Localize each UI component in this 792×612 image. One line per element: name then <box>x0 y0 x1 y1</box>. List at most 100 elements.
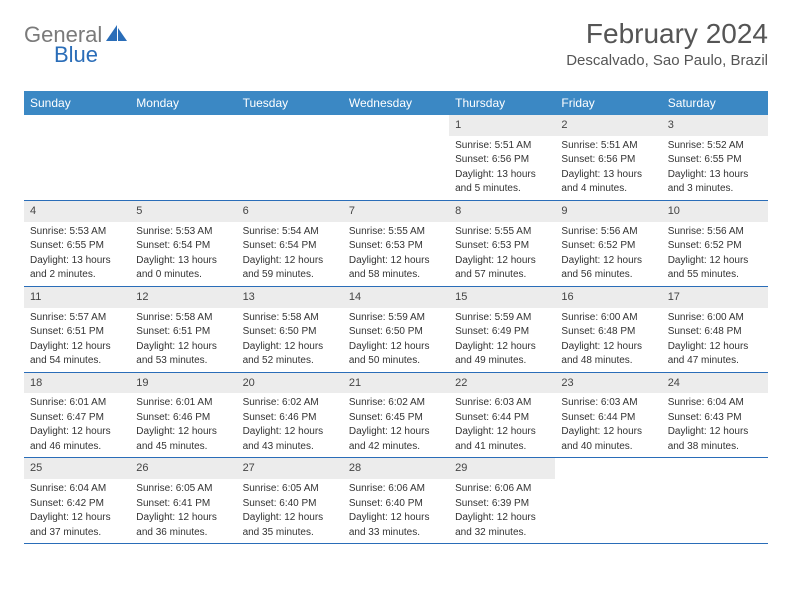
day-content: Sunrise: 6:00 AMSunset: 6:48 PMDaylight:… <box>555 308 661 372</box>
calendar-cell: 4Sunrise: 5:53 AMSunset: 6:55 PMDaylight… <box>24 200 130 286</box>
day-line-day2: and 2 minutes. <box>30 268 124 282</box>
bottom-rule <box>24 543 768 544</box>
day-line-sunset: Sunset: 6:41 PM <box>136 497 230 511</box>
title-block: February 2024 Descalvado, Sao Paulo, Bra… <box>566 18 768 69</box>
calendar-cell: 2Sunrise: 5:51 AMSunset: 6:56 PMDaylight… <box>555 115 661 200</box>
day-line-day2: and 35 minutes. <box>243 526 337 540</box>
day-line-sunset: Sunset: 6:48 PM <box>561 325 655 339</box>
day-line-sunrise: Sunrise: 6:05 AM <box>136 482 230 496</box>
calendar-cell: 14Sunrise: 5:59 AMSunset: 6:50 PMDayligh… <box>343 286 449 372</box>
day-line-day1: Daylight: 12 hours <box>668 425 762 439</box>
day-line-day1: Daylight: 12 hours <box>30 511 124 525</box>
day-number: 17 <box>662 287 768 308</box>
calendar-cell: 15Sunrise: 5:59 AMSunset: 6:49 PMDayligh… <box>449 286 555 372</box>
logo-text-blue: Blue <box>54 42 98 67</box>
day-line-sunrise: Sunrise: 6:01 AM <box>30 396 124 410</box>
day-line-day2: and 41 minutes. <box>455 440 549 454</box>
day-number: 20 <box>237 373 343 394</box>
day-number: 7 <box>343 201 449 222</box>
calendar-row: 18Sunrise: 6:01 AMSunset: 6:47 PMDayligh… <box>24 372 768 458</box>
day-content: Sunrise: 6:02 AMSunset: 6:45 PMDaylight:… <box>343 393 449 457</box>
day-line-sunset: Sunset: 6:45 PM <box>349 411 443 425</box>
calendar-cell: 8Sunrise: 5:55 AMSunset: 6:53 PMDaylight… <box>449 200 555 286</box>
day-number: 15 <box>449 287 555 308</box>
day-line-sunrise: Sunrise: 6:02 AM <box>349 396 443 410</box>
day-line-day1: Daylight: 12 hours <box>136 340 230 354</box>
calendar-cell: 25Sunrise: 6:04 AMSunset: 6:42 PMDayligh… <box>24 458 130 543</box>
day-content: Sunrise: 6:03 AMSunset: 6:44 PMDaylight:… <box>449 393 555 457</box>
day-content: Sunrise: 5:59 AMSunset: 6:50 PMDaylight:… <box>343 308 449 372</box>
day-line-day2: and 53 minutes. <box>136 354 230 368</box>
calendar-cell: 29Sunrise: 6:06 AMSunset: 6:39 PMDayligh… <box>449 458 555 543</box>
day-line-sunrise: Sunrise: 6:06 AM <box>455 482 549 496</box>
day-line-day1: Daylight: 12 hours <box>243 511 337 525</box>
day-line-sunrise: Sunrise: 6:01 AM <box>136 396 230 410</box>
day-line-day1: Daylight: 13 hours <box>136 254 230 268</box>
day-line-sunset: Sunset: 6:44 PM <box>561 411 655 425</box>
day-line-day1: Daylight: 12 hours <box>243 340 337 354</box>
day-line-sunrise: Sunrise: 5:58 AM <box>136 311 230 325</box>
calendar-cell: 6Sunrise: 5:54 AMSunset: 6:54 PMDaylight… <box>237 200 343 286</box>
day-line-day2: and 5 minutes. <box>455 182 549 196</box>
day-line-day2: and 56 minutes. <box>561 268 655 282</box>
day-line-sunset: Sunset: 6:53 PM <box>455 239 549 253</box>
day-line-sunset: Sunset: 6:51 PM <box>136 325 230 339</box>
day-line-day2: and 32 minutes. <box>455 526 549 540</box>
day-number: 5 <box>130 201 236 222</box>
day-line-day1: Daylight: 13 hours <box>561 168 655 182</box>
day-line-day1: Daylight: 13 hours <box>455 168 549 182</box>
day-line-day2: and 38 minutes. <box>668 440 762 454</box>
day-line-day2: and 47 minutes. <box>668 354 762 368</box>
day-line-sunrise: Sunrise: 5:59 AM <box>455 311 549 325</box>
day-line-day1: Daylight: 12 hours <box>349 340 443 354</box>
day-line-day2: and 37 minutes. <box>30 526 124 540</box>
day-content: Sunrise: 5:59 AMSunset: 6:49 PMDaylight:… <box>449 308 555 372</box>
day-line-day2: and 50 minutes. <box>349 354 443 368</box>
calendar-cell: 10Sunrise: 5:56 AMSunset: 6:52 PMDayligh… <box>662 200 768 286</box>
day-line-sunset: Sunset: 6:52 PM <box>668 239 762 253</box>
day-line-sunset: Sunset: 6:48 PM <box>668 325 762 339</box>
day-number: 23 <box>555 373 661 394</box>
day-line-day1: Daylight: 12 hours <box>668 254 762 268</box>
day-line-sunset: Sunset: 6:56 PM <box>561 153 655 167</box>
day-line-sunset: Sunset: 6:53 PM <box>349 239 443 253</box>
day-line-day1: Daylight: 12 hours <box>30 340 124 354</box>
day-line-sunrise: Sunrise: 5:51 AM <box>455 139 549 153</box>
day-line-day1: Daylight: 12 hours <box>349 425 443 439</box>
location-text: Descalvado, Sao Paulo, Brazil <box>566 52 768 69</box>
calendar-cell <box>662 458 768 543</box>
day-number: 16 <box>555 287 661 308</box>
day-line-sunset: Sunset: 6:46 PM <box>136 411 230 425</box>
day-number: 14 <box>343 287 449 308</box>
day-content: Sunrise: 6:01 AMSunset: 6:46 PMDaylight:… <box>130 393 236 457</box>
day-content: Sunrise: 5:52 AMSunset: 6:55 PMDaylight:… <box>662 136 768 200</box>
day-number: 13 <box>237 287 343 308</box>
day-line-day1: Daylight: 12 hours <box>561 425 655 439</box>
day-line-day2: and 3 minutes. <box>668 182 762 196</box>
day-line-day2: and 43 minutes. <box>243 440 337 454</box>
day-line-sunset: Sunset: 6:40 PM <box>349 497 443 511</box>
day-line-sunrise: Sunrise: 6:04 AM <box>668 396 762 410</box>
day-line-sunrise: Sunrise: 6:03 AM <box>561 396 655 410</box>
calendar-cell: 12Sunrise: 5:58 AMSunset: 6:51 PMDayligh… <box>130 286 236 372</box>
day-line-sunrise: Sunrise: 5:57 AM <box>30 311 124 325</box>
calendar-row: 11Sunrise: 5:57 AMSunset: 6:51 PMDayligh… <box>24 286 768 372</box>
day-line-day2: and 33 minutes. <box>349 526 443 540</box>
day-content: Sunrise: 5:56 AMSunset: 6:52 PMDaylight:… <box>662 222 768 286</box>
day-content: Sunrise: 5:51 AMSunset: 6:56 PMDaylight:… <box>555 136 661 200</box>
day-number: 26 <box>130 458 236 479</box>
day-header: Wednesday <box>343 91 449 115</box>
day-number: 21 <box>343 373 449 394</box>
day-content: Sunrise: 5:58 AMSunset: 6:51 PMDaylight:… <box>130 308 236 372</box>
day-number: 29 <box>449 458 555 479</box>
calendar-cell: 20Sunrise: 6:02 AMSunset: 6:46 PMDayligh… <box>237 372 343 458</box>
day-content: Sunrise: 6:06 AMSunset: 6:39 PMDaylight:… <box>449 479 555 543</box>
day-line-day2: and 57 minutes. <box>455 268 549 282</box>
page-header: General February 2024 Descalvado, Sao Pa… <box>24 18 768 69</box>
calendar-cell <box>555 458 661 543</box>
day-line-day2: and 0 minutes. <box>136 268 230 282</box>
calendar-row: 1Sunrise: 5:51 AMSunset: 6:56 PMDaylight… <box>24 115 768 200</box>
calendar-cell: 13Sunrise: 5:58 AMSunset: 6:50 PMDayligh… <box>237 286 343 372</box>
day-line-day1: Daylight: 12 hours <box>561 254 655 268</box>
day-line-day1: Daylight: 12 hours <box>668 340 762 354</box>
